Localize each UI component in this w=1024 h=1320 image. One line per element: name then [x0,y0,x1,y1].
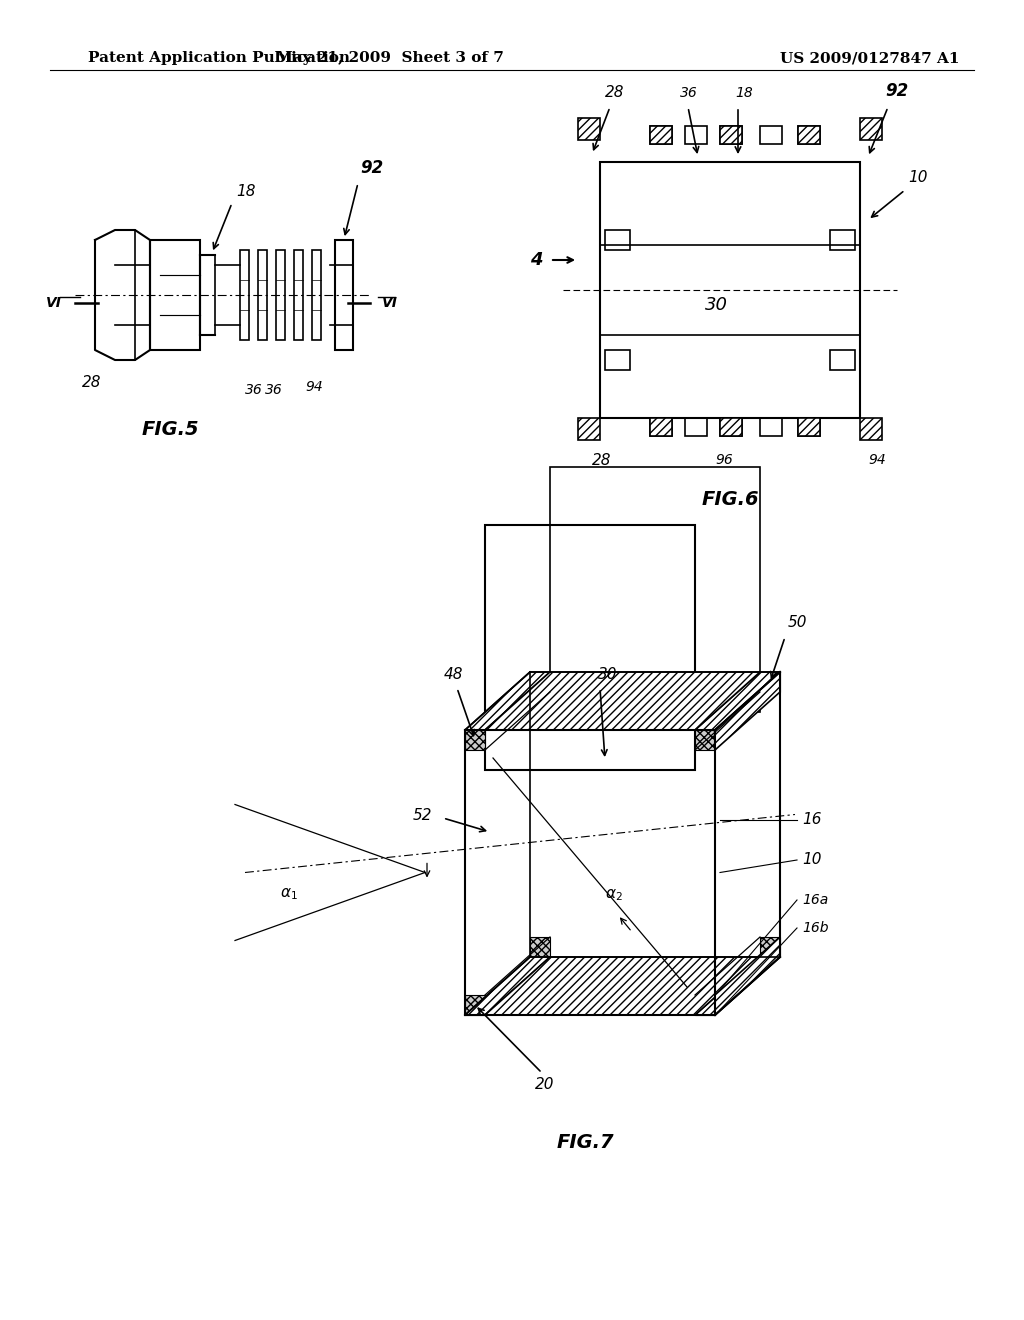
Text: 16b: 16b [802,921,828,935]
Bar [760,418,782,436]
Bar [760,937,780,957]
Text: 30: 30 [598,667,617,682]
Text: 16a: 16a [802,894,828,907]
Bar [650,125,672,144]
Text: Patent Application Publication: Patent Application Publication [88,51,350,65]
Bar [798,125,820,144]
Text: 92: 92 [360,158,383,177]
Polygon shape [465,957,550,1015]
Text: 36: 36 [265,383,283,397]
Text: 28: 28 [605,84,625,100]
Text: FIG.7: FIG.7 [556,1133,613,1152]
Bar [276,249,285,341]
Bar [798,125,820,144]
Text: 50: 50 [788,615,808,630]
Text: 52: 52 [413,808,432,822]
Bar [650,125,672,144]
Bar [600,162,860,418]
Bar [720,418,742,436]
Text: 28: 28 [592,453,611,469]
Polygon shape [465,672,550,730]
Text: 92: 92 [885,82,908,100]
Text: US 2009/0127847 A1: US 2009/0127847 A1 [780,51,959,65]
Bar [312,249,321,341]
Bar [605,350,630,370]
Polygon shape [715,672,780,750]
Bar [335,240,353,350]
Bar [798,418,820,436]
Text: 36: 36 [245,383,263,397]
Bar [150,240,200,350]
Bar [720,125,742,144]
Text: 36: 36 [680,86,697,100]
Text: 4: 4 [530,251,543,269]
Bar [860,418,882,440]
Text: $\alpha_1$: $\alpha_1$ [280,887,298,903]
Text: FIG.6: FIG.6 [701,490,759,510]
Text: VI: VI [382,296,398,310]
Bar [760,125,782,144]
Bar [530,672,550,692]
Text: 20: 20 [535,1077,555,1092]
Bar [465,730,485,750]
Bar [605,230,630,249]
Bar [720,418,742,436]
Text: 48: 48 [443,667,463,682]
Bar [294,249,303,341]
Text: VI: VI [46,296,62,310]
Text: 94: 94 [305,380,323,393]
Bar [258,249,267,341]
Bar [685,125,707,144]
Bar [720,125,742,144]
Polygon shape [695,672,780,730]
Bar [578,418,600,440]
Bar [695,995,715,1015]
Bar [695,730,715,750]
Text: May 21, 2009  Sheet 3 of 7: May 21, 2009 Sheet 3 of 7 [276,51,504,65]
Text: 30: 30 [705,296,728,314]
Bar [860,117,882,140]
Bar [830,230,855,249]
Text: 94: 94 [868,453,886,467]
Bar [550,467,760,711]
Bar [240,249,249,341]
Polygon shape [485,957,760,1015]
Bar [685,418,707,436]
Polygon shape [715,937,780,1015]
Bar [578,117,600,140]
Text: 18: 18 [236,183,256,199]
Polygon shape [485,672,760,730]
Bar [650,418,672,436]
Text: 10: 10 [908,170,928,185]
Bar [530,937,550,957]
Polygon shape [695,957,780,1015]
Text: 10: 10 [802,853,821,867]
Bar [798,418,820,436]
Bar [760,672,780,692]
Bar [465,995,485,1015]
Text: $\alpha_2$: $\alpha_2$ [605,887,623,903]
Bar [485,525,695,770]
Bar [650,418,672,436]
Text: 28: 28 [82,375,101,389]
Text: 18: 18 [735,86,753,100]
Text: 16: 16 [802,813,821,828]
Text: 96: 96 [715,453,733,467]
Bar [830,350,855,370]
Text: FIG.5: FIG.5 [141,420,199,440]
